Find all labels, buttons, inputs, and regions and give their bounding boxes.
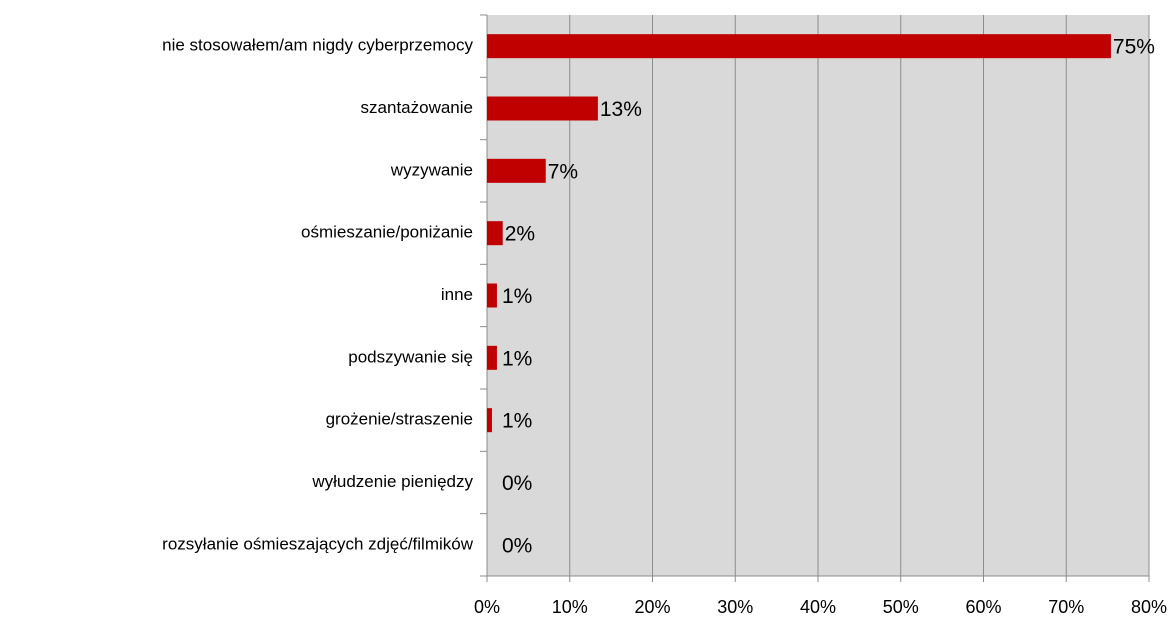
- bar: [487, 345, 497, 370]
- x-tick-label: 10%: [552, 597, 588, 617]
- y-tick-label: nie stosowałem/am nigdy cyberprzemocy: [162, 36, 473, 55]
- data-label: 1%: [502, 347, 532, 370]
- data-label: 2%: [505, 223, 535, 246]
- x-tick-label: 30%: [717, 597, 753, 617]
- x-tick-label: 20%: [634, 597, 670, 617]
- y-tick-label: wyzywanie: [390, 160, 473, 179]
- bar: [487, 158, 546, 183]
- x-tick-label: 80%: [1131, 597, 1167, 617]
- bar: [487, 34, 1111, 59]
- bar: [487, 96, 598, 121]
- data-label: 13%: [600, 98, 642, 121]
- y-tick-label: grożenie/straszenie: [326, 410, 473, 429]
- bar: [487, 221, 503, 246]
- data-label: 1%: [502, 410, 532, 433]
- bar: [487, 283, 497, 308]
- y-tick-label: podszywanie się: [348, 347, 473, 366]
- data-label: 0%: [502, 472, 532, 495]
- data-label: 0%: [502, 534, 532, 557]
- data-label: 7%: [548, 160, 578, 183]
- x-tick-label: 60%: [965, 597, 1001, 617]
- y-tick-label: rozsyłanie ośmieszających zdjęć/filmików: [162, 534, 474, 553]
- y-tick-label: wyłudzenie pieniędzy: [311, 472, 473, 491]
- data-label: 1%: [502, 285, 532, 308]
- bar: [487, 408, 492, 433]
- x-tick-label: 50%: [883, 597, 919, 617]
- y-tick-label: ośmieszanie/poniżanie: [301, 223, 473, 242]
- x-tick-label: 40%: [800, 597, 836, 617]
- x-tick-label: 0%: [474, 597, 500, 617]
- x-tick-label: 70%: [1048, 597, 1084, 617]
- y-tick-label: szantażowanie: [361, 98, 473, 117]
- data-label: 75%: [1113, 36, 1155, 59]
- y-tick-label: inne: [441, 285, 473, 304]
